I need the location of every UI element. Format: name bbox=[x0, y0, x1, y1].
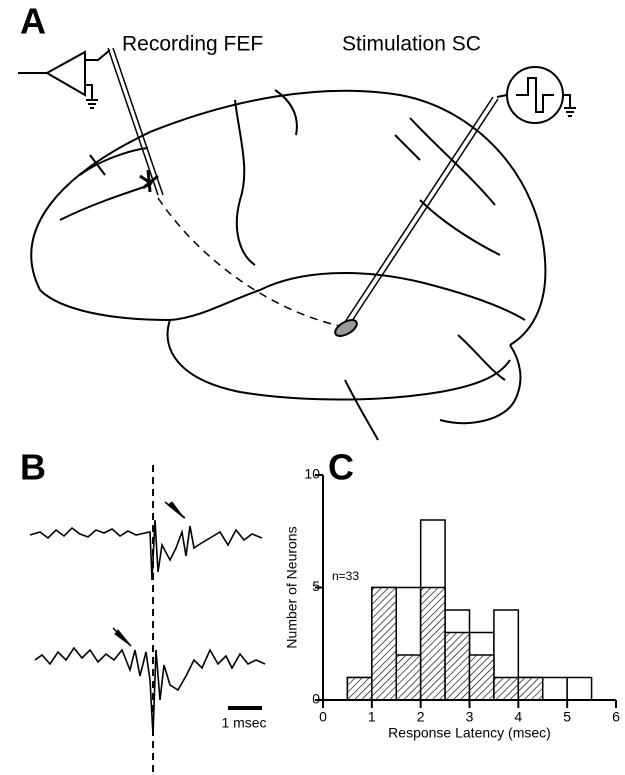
y-tick-label: 0 bbox=[312, 691, 320, 707]
y-tick-label: 5 bbox=[312, 578, 320, 594]
y-tick-label: 10 bbox=[304, 466, 320, 482]
panel-label: B bbox=[20, 447, 46, 488]
bar bbox=[468, 654, 495, 701]
bar bbox=[566, 676, 593, 701]
bar bbox=[395, 654, 422, 701]
recording-label: Recording FEF bbox=[122, 33, 263, 56]
bar bbox=[371, 586, 398, 701]
x-tick-label: 2 bbox=[417, 709, 425, 725]
bar bbox=[346, 676, 373, 701]
stimulation-electrode bbox=[157, 66, 576, 337]
x-tick-label: 0 bbox=[319, 709, 327, 725]
x-tick-label: 1 bbox=[368, 709, 376, 725]
bar bbox=[542, 676, 568, 701]
spike-traces bbox=[29, 465, 266, 775]
recording-electrode bbox=[18, 47, 164, 196]
annotation: n=33 bbox=[332, 569, 359, 583]
bar bbox=[517, 676, 544, 701]
x-tick-label: 6 bbox=[612, 709, 620, 725]
x-tick-label: 4 bbox=[514, 709, 522, 725]
bar bbox=[419, 586, 446, 701]
stimulation-label: Stimulation SC bbox=[342, 33, 481, 56]
x-tick-label: 3 bbox=[466, 709, 474, 725]
panel-label: C bbox=[328, 447, 354, 488]
x-tick-label: 5 bbox=[563, 709, 571, 725]
histogram: 0 5 10 0 1 2 3 4 5 6 Response Latency (msec) Number… bbox=[284, 466, 620, 741]
bar bbox=[444, 631, 471, 701]
brain-drawing bbox=[30, 89, 547, 441]
panel-label: A bbox=[20, 1, 46, 42]
y-axis-label: Number of Neurons bbox=[284, 526, 300, 648]
scale-bar-label: 1 msec bbox=[221, 715, 266, 731]
x-axis-label: Response Latency (msec) bbox=[388, 725, 551, 741]
bar bbox=[493, 676, 520, 701]
